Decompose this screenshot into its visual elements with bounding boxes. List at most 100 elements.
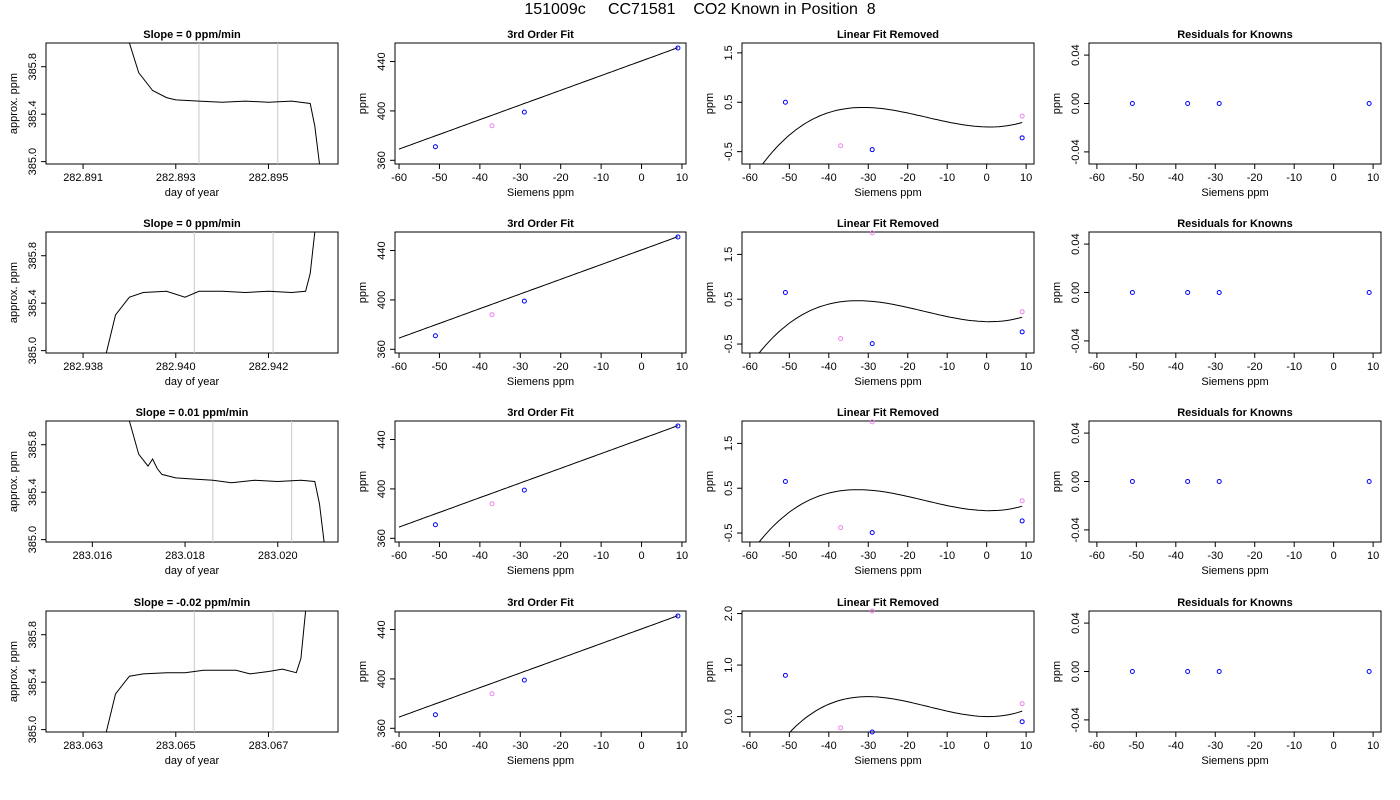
- panel-3-3-ytick-label: 0.00: [1070, 661, 1082, 682]
- panel-3-3-xlabel: Siemens ppm: [1201, 755, 1268, 767]
- panel-1-1-xtick-label: -50: [432, 361, 448, 373]
- panel-0-1-data-point: [432, 144, 438, 150]
- panel-3-1-data-point: [675, 613, 681, 619]
- panel-0-0-frame: [45, 42, 339, 165]
- panel-2-0-series-line: [128, 421, 325, 542]
- panel-1-2-title: Linear Fit Removed: [837, 218, 939, 230]
- panel-2-2-xtick-label: -50: [781, 550, 797, 562]
- panel-1-3-ytick-label: 0.00: [1070, 282, 1082, 303]
- panel-2-0-ytick-label: 385.4: [27, 478, 39, 506]
- panel-3-2-xtick-label: -10: [939, 740, 955, 752]
- panel-1-3-xlabel: Siemens ppm: [1201, 376, 1268, 388]
- panel-3-3-xtick-label: 10: [1367, 740, 1379, 752]
- panel-2-1-ytick-label: 360: [376, 529, 388, 547]
- panel-1-2-xlabel: Siemens ppm: [854, 376, 921, 388]
- panel-2-0-xtick-label: 283.020: [258, 550, 298, 562]
- panel-1-1-ytick-label: 360: [376, 340, 388, 358]
- panel-0-1-title: 3rd Order Fit: [507, 29, 574, 41]
- panel-3-2-xtick-label: -20: [900, 740, 916, 752]
- panel-1-3-xtick-label: -50: [1128, 361, 1144, 373]
- panel-0-3-xtick-label: -20: [1247, 172, 1263, 184]
- panel-2-2-data-point: [838, 525, 844, 531]
- panel-2-2-data-point: [782, 479, 788, 484]
- panel-1-2-data-point: [1019, 309, 1025, 315]
- panel-1-2-xtick-label: -30: [860, 361, 876, 373]
- panel-2-0-frame: [45, 420, 339, 543]
- panel-1-0-ytick-label: 385.0: [27, 337, 39, 365]
- panel-0-2-data-point: [782, 99, 788, 105]
- panel-3-1-ylabel: ppm: [357, 661, 369, 682]
- panel-0-3-xtick-label: 0: [1331, 172, 1337, 184]
- panel-1-3-data-point: [1366, 290, 1372, 295]
- panel-2-3-title: Residuals for Knowns: [1177, 407, 1293, 419]
- panel-0-0-xtick-label: 282.891: [63, 172, 103, 184]
- panel-1-0-title: Slope = 0 ppm/min: [143, 218, 241, 230]
- panel-1-3-data-point: [1216, 290, 1222, 295]
- panel-1-1-xtick-label: -60: [391, 361, 407, 373]
- panel-3-1-xtick-label: -50: [432, 740, 448, 752]
- panel-3-3-data-point: [1366, 669, 1372, 674]
- panel-2-2-frame: [741, 420, 1035, 543]
- panel-3-3-xtick-label: -50: [1128, 740, 1144, 752]
- panel-3-3-data-point: [1129, 669, 1135, 674]
- panel-1-1-data-point: [432, 333, 438, 339]
- panel-1-3-frame: [1088, 231, 1382, 354]
- panel-0-2-data-point: [838, 143, 844, 149]
- panel-2-1-xtick-label: -60: [391, 550, 407, 562]
- panel-0-2-data-point: [1019, 113, 1025, 119]
- panel-1-3-xtick-label: -20: [1247, 361, 1263, 373]
- panel-3-3-frame: [1088, 610, 1382, 733]
- page-title: 151009c CC71581 CO2 Known in Position 8: [524, 1, 876, 18]
- panel-1-0-xtick-label: 282.938: [63, 361, 103, 373]
- panel-2-3-frame: [1088, 420, 1382, 543]
- panel-3-2-data-point: [838, 725, 844, 731]
- panel-3-1-ytick-label: 400: [376, 670, 388, 688]
- panel-2-0-xlabel: day of year: [165, 565, 220, 577]
- panel-1-3-title: Residuals for Knowns: [1177, 218, 1293, 230]
- panel-2-2-data-point: [869, 530, 875, 536]
- panel-0-1-xtick-label: 10: [676, 172, 688, 184]
- panel-2-1-xtick-label: 10: [676, 550, 688, 562]
- panel-3-0-series-line: [105, 611, 307, 732]
- panel-1-1-data-point: [521, 298, 527, 304]
- panel-1-1-frame: [394, 231, 687, 354]
- panel-1-3-xtick-label: 10: [1367, 361, 1379, 373]
- panel-3-2-frame: [741, 610, 1035, 733]
- panel-3-1-title: 3rd Order Fit: [507, 597, 574, 609]
- panel-1-1-ylabel: ppm: [357, 282, 369, 303]
- panel-0-1-xtick-label: 0: [638, 172, 644, 184]
- panel-3-3-ylabel: ppm: [1051, 661, 1063, 682]
- panel-2-1-ytick-label: 440: [376, 430, 388, 448]
- panel-1-3-xtick-label: 0: [1331, 361, 1337, 373]
- panel-3-1-ytick-label: 360: [376, 719, 388, 737]
- panel-1-1-data-point: [489, 312, 495, 318]
- panel-0-0-ytick-label: 385.4: [27, 100, 39, 128]
- panel-1-0-frame: [45, 231, 339, 354]
- panel-1-1-data-point: [675, 234, 681, 240]
- panel-0-0-ytick-label: 385.8: [27, 53, 39, 81]
- panel-2-2-fit-curve: [758, 489, 1023, 542]
- panel-2-3-data-point: [1129, 479, 1135, 484]
- panel-2-0-ytick-label: 385.8: [27, 431, 39, 459]
- panel-3-3-data-point: [1216, 669, 1222, 674]
- panel-2-2-ytick-label: -0.5: [723, 524, 735, 543]
- panel-2-1-frame: [394, 420, 687, 543]
- panel-3-1-ytick-label: 440: [376, 620, 388, 638]
- panel-1-2-frame: [741, 231, 1035, 354]
- panel-1-3-xtick-label: -30: [1207, 361, 1223, 373]
- panel-1-0-ylabel: approx. ppm: [8, 262, 20, 323]
- panel-2-1-data-point: [675, 423, 681, 429]
- panel-3-2-data-point: [782, 672, 788, 678]
- panel-3-2-xlabel: Siemens ppm: [854, 755, 921, 767]
- panel-2-2-ytick-label: 0.5: [723, 481, 735, 496]
- panel-1-0-xtick-label: 282.940: [156, 361, 196, 373]
- panel-2-1-data-point: [521, 487, 527, 493]
- panel-2-3-data-point: [1185, 479, 1191, 484]
- panel-1-2-data-point: [869, 341, 875, 347]
- panel-2-3-data-point: [1366, 479, 1372, 484]
- panel-3-1-data-point: [521, 677, 527, 683]
- panel-3-0-xtick-label: 283.065: [156, 740, 196, 752]
- panel-3-3-xtick-label: -30: [1207, 740, 1223, 752]
- panel-3-2-xtick-label: -30: [860, 740, 876, 752]
- panel-2-3-ytick-label: 0.00: [1070, 471, 1082, 492]
